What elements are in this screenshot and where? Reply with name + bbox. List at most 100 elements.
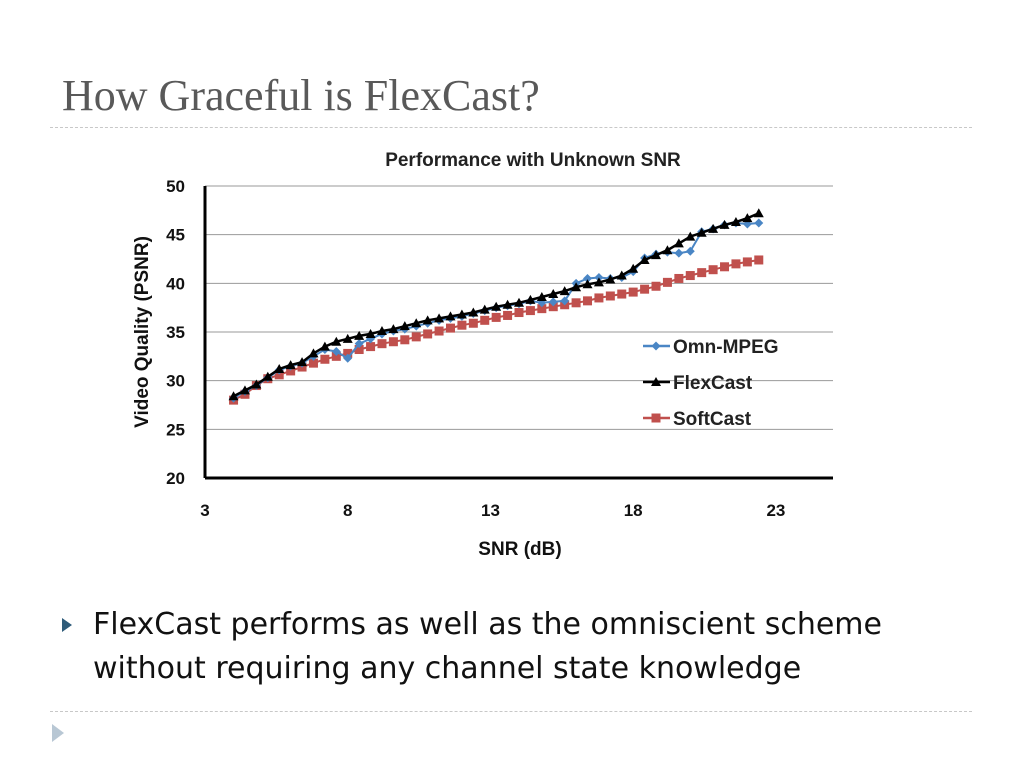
point-omn-mpeg: [674, 248, 684, 258]
point-softcast: [571, 298, 581, 308]
point-softcast: [731, 259, 741, 269]
point-softcast: [605, 291, 615, 301]
point-flexcast: [651, 250, 662, 260]
x-axis-title: SNR (dB): [478, 539, 561, 560]
point-softcast: [708, 265, 718, 275]
point-flexcast: [365, 328, 376, 338]
point-flexcast: [559, 286, 570, 296]
point-softcast: [308, 358, 318, 368]
point-flexcast: [696, 227, 707, 237]
point-flexcast: [354, 330, 365, 340]
y-tick-label-25: 25: [166, 420, 185, 439]
y-axis-title: Video Quality (PSNR): [132, 236, 153, 428]
point-flexcast: [593, 277, 604, 287]
point-softcast: [640, 284, 650, 294]
legend-label-omn-mpeg: Omn-MPEG: [673, 337, 779, 358]
point-flexcast: [639, 254, 650, 264]
point-omn-mpeg: [583, 273, 593, 283]
chart-axes: 20 25 30 35 40 45 50 3 8 13 18 23: [166, 177, 833, 520]
point-softcast: [457, 320, 467, 330]
point-flexcast: [434, 313, 445, 323]
point-flexcast: [525, 294, 536, 304]
point-flexcast: [319, 341, 330, 351]
point-omn-mpeg: [343, 353, 353, 363]
chart-gridlines: [205, 185, 833, 430]
point-flexcast: [388, 324, 399, 334]
legend-marker-flexcast: [651, 377, 661, 386]
point-flexcast: [445, 311, 456, 321]
point-flexcast: [571, 282, 582, 292]
bullet-text: FlexCast performs as well as the omnisci…: [93, 607, 882, 686]
point-softcast: [697, 268, 707, 278]
legend-label-flexcast: FlexCast: [673, 373, 753, 394]
point-flexcast: [548, 289, 559, 299]
legend-marker-softcast: [651, 413, 661, 423]
chart-series: [228, 208, 764, 405]
point-softcast: [662, 277, 672, 287]
point-flexcast: [468, 307, 479, 317]
point-flexcast: [685, 231, 696, 241]
point-flexcast: [479, 304, 490, 314]
point-flexcast: [730, 217, 741, 227]
footer-arrow-icon: [52, 724, 64, 742]
point-omn-mpeg: [331, 346, 341, 356]
point-omn-mpeg: [754, 218, 764, 228]
point-flexcast: [285, 360, 296, 370]
point-flexcast: [308, 348, 319, 358]
point-flexcast: [628, 263, 639, 273]
point-softcast: [286, 366, 296, 376]
point-flexcast: [708, 223, 719, 233]
point-flexcast: [536, 291, 547, 301]
point-softcast: [674, 273, 684, 283]
point-softcast: [320, 354, 330, 364]
point-softcast: [651, 281, 661, 291]
point-softcast: [274, 370, 284, 380]
point-softcast: [617, 289, 627, 299]
chart-title: Performance with Unknown SNR: [385, 150, 681, 171]
point-flexcast: [605, 274, 616, 284]
y-tick-label-40: 40: [166, 274, 185, 293]
point-softcast: [445, 323, 455, 333]
point-softcast: [400, 335, 410, 345]
point-softcast: [754, 255, 764, 265]
point-flexcast: [514, 297, 524, 307]
point-softcast: [480, 315, 490, 325]
footer-divider: [50, 711, 972, 712]
point-softcast: [548, 302, 558, 312]
point-softcast: [366, 342, 376, 352]
point-softcast: [503, 310, 513, 320]
point-softcast: [628, 287, 638, 297]
point-omn-mpeg: [354, 339, 364, 349]
point-softcast: [388, 337, 398, 347]
x-tick-label-3: 3: [200, 501, 209, 520]
point-flexcast: [491, 301, 502, 311]
point-softcast: [434, 326, 444, 336]
point-flexcast: [422, 315, 433, 325]
point-flexcast: [262, 371, 273, 381]
point-softcast: [354, 345, 364, 355]
point-omn-mpeg: [560, 296, 570, 306]
point-softcast: [685, 271, 695, 281]
point-softcast: [720, 262, 730, 272]
point-flexcast: [331, 336, 342, 346]
point-flexcast: [616, 270, 627, 280]
point-softcast: [343, 348, 353, 358]
point-softcast: [491, 312, 501, 322]
point-softcast: [411, 332, 421, 342]
legend-label-softcast: SoftCast: [673, 409, 752, 430]
point-softcast: [525, 306, 535, 316]
y-tick-label-50: 50: [166, 177, 185, 196]
point-softcast: [583, 296, 593, 306]
point-flexcast: [673, 238, 684, 248]
slide-title: How Graceful is FlexCast?: [62, 71, 540, 120]
point-flexcast: [228, 391, 239, 401]
point-flexcast: [399, 321, 410, 331]
point-flexcast: [251, 379, 262, 389]
point-softcast: [537, 304, 547, 314]
point-flexcast: [411, 318, 422, 328]
point-omn-mpeg: [548, 297, 558, 307]
bullet-icon: [62, 618, 72, 632]
point-softcast: [468, 318, 478, 328]
point-flexcast: [582, 279, 593, 289]
psnr-chart: 20 25 30 35 40 45 50 3 8 13 18 23 Omn-MPEG FlexCast S…: [132, 150, 833, 560]
